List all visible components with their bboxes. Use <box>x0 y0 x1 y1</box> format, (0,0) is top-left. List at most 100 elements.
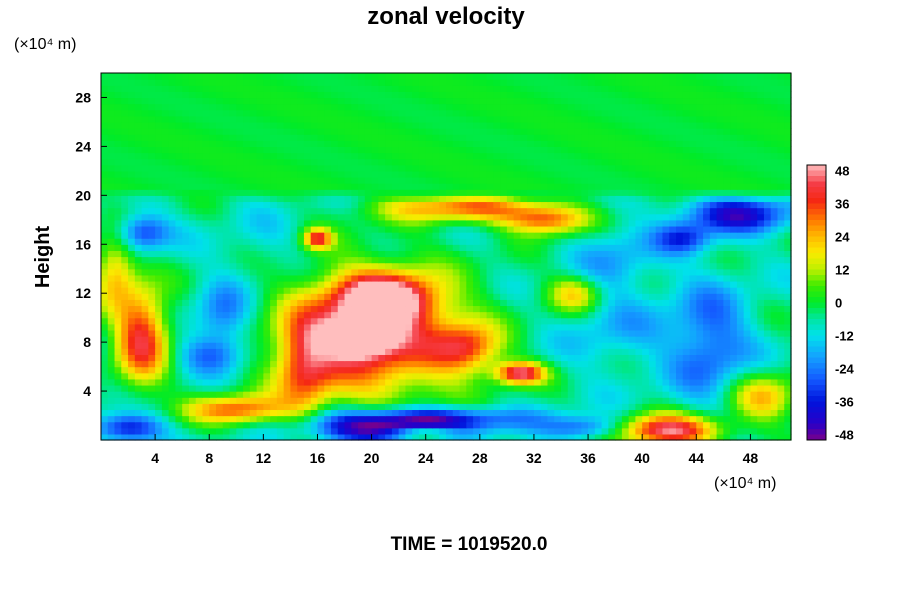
heatmap-cell <box>500 433 508 441</box>
heatmap-cell <box>155 348 163 355</box>
heatmap-cell <box>425 238 434 245</box>
heatmap-cell <box>696 403 704 411</box>
heatmap-cell <box>148 256 156 264</box>
heatmap-cell <box>222 421 231 429</box>
heatmap-cell <box>730 391 738 398</box>
heatmap-cell <box>249 354 258 362</box>
heatmap-cell <box>168 372 177 380</box>
heatmap-cell <box>581 207 589 215</box>
heatmap-cell <box>182 293 190 300</box>
heatmap-cell <box>459 305 467 313</box>
heatmap-cell <box>141 323 149 331</box>
heatmap-cell <box>648 323 657 331</box>
heatmap-cell <box>398 415 407 423</box>
heatmap-cell <box>236 384 244 392</box>
heatmap-cell <box>412 317 420 325</box>
heatmap-cell <box>175 280 183 288</box>
heatmap-cell <box>486 164 494 172</box>
heatmap-cell <box>642 176 650 184</box>
heatmap-cell <box>270 262 278 270</box>
heatmap-cell <box>317 354 325 362</box>
heatmap-cell <box>303 299 312 307</box>
heatmap-cell <box>249 146 258 154</box>
heatmap-cell <box>479 183 488 190</box>
heatmap-cell <box>195 280 204 288</box>
heatmap-cell <box>134 170 143 178</box>
heatmap-cell <box>371 317 379 325</box>
heatmap-cell <box>371 415 379 423</box>
heatmap-cell <box>168 391 177 398</box>
heatmap-cell <box>371 299 379 307</box>
heatmap-cell <box>520 201 528 209</box>
heatmap-cell <box>655 244 664 251</box>
heatmap-cell <box>439 360 447 368</box>
heatmap-cell <box>520 238 528 245</box>
heatmap-cell <box>276 152 285 160</box>
heatmap-cell <box>723 201 731 209</box>
heatmap-cell <box>479 152 488 160</box>
heatmap-cell <box>101 317 109 325</box>
heatmap-cell <box>344 299 352 307</box>
heatmap-cell <box>466 183 474 190</box>
heatmap-cell <box>615 207 623 215</box>
heatmap-cell <box>736 170 745 178</box>
heatmap-cell <box>114 293 122 300</box>
heatmap-cell <box>351 403 359 411</box>
heatmap-cell <box>114 262 122 270</box>
heatmap-cell <box>567 152 576 160</box>
heatmap-cell <box>628 256 637 264</box>
heatmap-cell <box>703 207 711 215</box>
heatmap-cell <box>229 219 237 227</box>
heatmap-cell <box>750 170 758 178</box>
heatmap-cell <box>405 427 413 435</box>
heatmap-cell <box>574 342 582 349</box>
heatmap-cell <box>608 299 616 307</box>
heatmap-cell <box>155 146 163 154</box>
heatmap-cell <box>696 274 704 282</box>
heatmap-cell <box>364 244 373 251</box>
heatmap-cell <box>283 274 292 282</box>
heatmap-cell <box>493 323 501 331</box>
heatmap-cell <box>324 207 332 215</box>
heatmap-cell <box>676 311 684 319</box>
heatmap-cell <box>222 336 231 343</box>
heatmap-cell <box>276 250 285 258</box>
heatmap-cell <box>155 238 163 245</box>
heatmap-cell <box>506 342 515 349</box>
heatmap-cell <box>682 323 691 331</box>
heatmap-cell <box>615 409 623 417</box>
heatmap-cell <box>567 433 576 441</box>
heatmap-cell <box>324 213 332 221</box>
heatmap-cell <box>358 299 366 307</box>
heatmap-cell <box>364 262 373 270</box>
heatmap-cell <box>696 170 704 178</box>
heatmap-cell <box>648 146 657 154</box>
heatmap-cell <box>236 219 244 227</box>
heatmap-cell <box>750 189 758 196</box>
heatmap-cell <box>391 219 400 227</box>
heatmap-cell <box>703 262 711 270</box>
heatmap-cell <box>513 244 522 251</box>
heatmap-cell <box>107 140 116 147</box>
heatmap-cell <box>621 421 630 429</box>
heatmap-cell <box>547 311 555 319</box>
heatmap-cell <box>276 274 285 282</box>
heatmap-cell <box>249 170 258 178</box>
heatmap-cell <box>703 225 711 233</box>
heatmap-cell <box>270 360 278 368</box>
heatmap-cell <box>385 164 393 172</box>
heatmap-cell <box>155 409 163 417</box>
heatmap-cell <box>696 146 704 154</box>
heatmap-cell <box>689 421 697 429</box>
heatmap-cell <box>554 140 562 147</box>
heatmap-cell <box>418 280 427 288</box>
heatmap-cell <box>452 409 461 417</box>
heatmap-cell <box>594 256 603 264</box>
heatmap-cell <box>128 397 136 404</box>
heatmap-cell <box>364 140 373 147</box>
heatmap-cell <box>676 152 684 160</box>
heatmap-cell <box>446 140 454 147</box>
heatmap-cell <box>161 158 170 166</box>
heatmap-cell <box>270 427 278 435</box>
heatmap-cell <box>608 323 616 331</box>
